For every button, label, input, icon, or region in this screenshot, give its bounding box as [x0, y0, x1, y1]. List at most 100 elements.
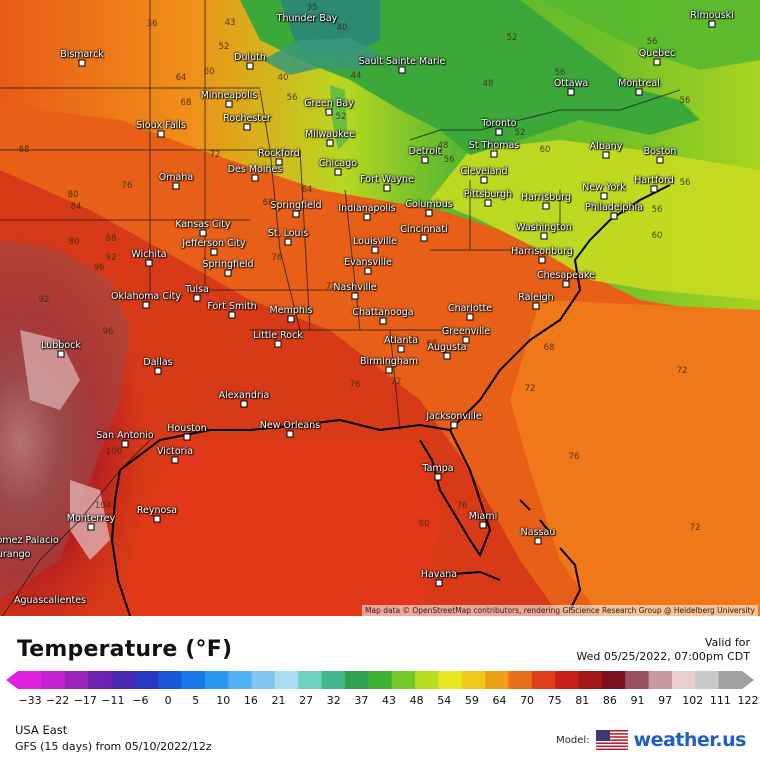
city-marker: [602, 151, 610, 159]
city-marker: [385, 366, 393, 374]
city-label: Harrisburg: [520, 192, 572, 203]
scale-swatch: [158, 671, 182, 689]
scale-tick-label: 54: [437, 694, 452, 707]
city-label: Detroit: [408, 146, 442, 157]
color-scale-ticks: −33 −22 −17 −11 −6 0 5 10 16 21 27 32 37 43 48 54 59 64 70…: [0, 694, 760, 710]
temperature-map[interactable]: 36 43 40 35 52 52 56 64 60 40 44 48 56 56 68 56 52 52 60 48…: [0, 0, 760, 616]
contour-label: 68: [262, 198, 274, 208]
city-marker: [495, 128, 503, 136]
scale-tick-label: 59: [464, 694, 479, 707]
city-label: Greenville: [441, 326, 491, 337]
city-label: Indianapolis: [338, 203, 396, 214]
contour-label: 68: [543, 343, 555, 353]
scale-swatch: [671, 671, 696, 689]
city-label: Boston: [643, 146, 677, 157]
map-attribution[interactable]: Map data © OpenStreetMap contributors, r…: [362, 605, 758, 616]
scale-swatch: [64, 671, 89, 689]
contour-label: 56: [554, 68, 566, 78]
city-label: Rimouski: [690, 10, 734, 21]
contour-label: 96: [93, 263, 105, 273]
city-label: Birmingham: [360, 356, 418, 367]
city-label: Cincinnati: [400, 224, 448, 235]
contour-label: 52: [335, 112, 347, 122]
city-label: Omaha: [158, 172, 194, 183]
contour-label: 52: [218, 42, 230, 52]
city-label: Nashville: [333, 282, 377, 293]
scale-tick-label: −22: [46, 694, 70, 707]
scale-tick-label: −33: [18, 694, 42, 707]
model-label: Model:: [556, 734, 590, 746]
city-marker: [708, 20, 716, 28]
scale-swatch: [601, 671, 626, 689]
city-marker: [635, 88, 643, 96]
city-marker: [534, 537, 542, 545]
city-label: Evansville: [344, 257, 392, 268]
scale-swatch: [134, 671, 159, 689]
contour-label: 100: [105, 447, 123, 457]
city-label: Quebec: [638, 48, 676, 59]
city-label: Chesapeake: [537, 270, 595, 281]
city-label: Kansas City: [175, 219, 231, 230]
city-marker: [243, 123, 251, 131]
valid-time-block: Valid for Wed 05/25/2022, 07:00pm CDT: [576, 636, 750, 664]
contour-label: 76: [568, 452, 580, 462]
city-label: Dallas: [143, 357, 173, 368]
contour-label: 43: [224, 18, 236, 28]
city-marker: [154, 367, 162, 375]
scale-swatch: [321, 671, 346, 689]
city-label: Gomez Palacio: [0, 535, 59, 546]
city-marker: [610, 212, 618, 220]
city-label: Bismarck: [60, 49, 104, 60]
city-marker: [334, 168, 342, 176]
city-marker: [275, 158, 283, 166]
city-label: Duluth: [234, 52, 266, 63]
scale-tick-label: 70: [520, 694, 535, 707]
city-label: San Antonio: [96, 430, 154, 441]
city-label: Milwaukee: [305, 129, 355, 140]
city-marker: [171, 456, 179, 464]
city-marker: [240, 400, 248, 408]
city-label: Raleigh: [518, 292, 554, 303]
scale-swatch: [415, 671, 439, 689]
region-label: USA East: [15, 723, 68, 737]
city-marker: [172, 182, 180, 190]
city-marker: [540, 232, 548, 240]
city-marker: [450, 421, 458, 429]
scale-swatch: [461, 671, 486, 689]
scale-swatch: [391, 671, 416, 689]
city-marker: [443, 352, 451, 360]
city-marker: [650, 185, 658, 193]
city-marker: [379, 317, 387, 325]
city-marker: [292, 210, 300, 218]
city-marker: [383, 184, 391, 192]
city-label: Havana: [420, 569, 458, 580]
city-marker: [326, 139, 334, 147]
scale-tick-label: 32: [326, 694, 341, 707]
city-label: Philadelphia: [585, 202, 643, 213]
contour-label: 84: [70, 202, 82, 212]
contour-label: 72: [209, 150, 221, 160]
city-label: Reynosa: [136, 505, 178, 516]
city-marker: [435, 579, 443, 587]
contour-label: 52: [506, 33, 518, 43]
city-label: Fort Smith: [207, 301, 257, 312]
city-marker: [532, 302, 540, 310]
scale-tick-label: 91: [630, 694, 645, 707]
contour-label: 56: [443, 155, 455, 165]
contour-label: 56: [651, 205, 663, 215]
city-label: Jacksonville: [426, 411, 482, 422]
city-marker: [425, 209, 433, 217]
contour-label: 88: [105, 234, 117, 244]
city-label: Washington: [516, 222, 572, 233]
city-label: Tampa: [422, 463, 454, 474]
city-label: St. Louis: [267, 228, 309, 239]
city-label: Fort Wayne: [360, 174, 414, 185]
brand-logo[interactable]: Model: weather.us: [556, 728, 746, 752]
scale-swatch: [695, 671, 720, 689]
city-label: Minneapolis: [200, 90, 258, 101]
scale-swatch: [181, 671, 206, 689]
city-marker: [210, 248, 218, 256]
city-marker: [193, 294, 201, 302]
scale-tick-label: 0: [164, 694, 172, 707]
city-label: Nassau: [520, 527, 556, 538]
